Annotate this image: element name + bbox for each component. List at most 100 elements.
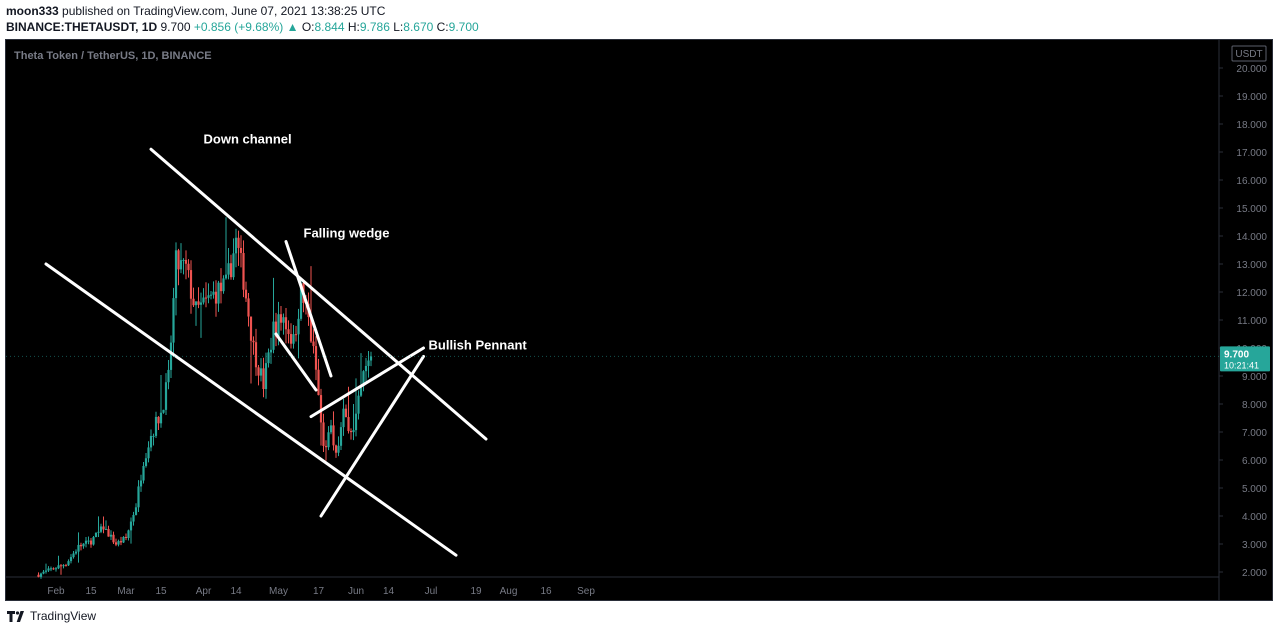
candle-body xyxy=(59,565,63,567)
price-tick-label: 8.000 xyxy=(1242,400,1267,411)
candle-body xyxy=(87,540,90,542)
time-tick-label: 15 xyxy=(85,586,97,597)
candle-body xyxy=(217,282,220,304)
candle-body xyxy=(214,291,218,304)
candle-body xyxy=(104,528,108,530)
published-text: published on TradingView.com, June 07, 2… xyxy=(62,4,386,18)
candle-body xyxy=(312,341,315,347)
annotation-label: Falling wedge xyxy=(304,225,390,240)
candle-body xyxy=(44,570,48,572)
candle-body xyxy=(284,317,288,330)
last-price-value: 9.700 xyxy=(1224,349,1249,360)
price-tick-label: 5.000 xyxy=(1242,484,1267,495)
close-value: 9.700 xyxy=(448,20,479,34)
candle-body xyxy=(152,435,155,437)
chart-panel[interactable]: Theta Token / TetherUS, 1D, BINANCE 2.000… xyxy=(5,39,1273,601)
candle-body xyxy=(277,314,280,337)
candle-body xyxy=(207,295,210,298)
candle-body xyxy=(172,298,175,343)
candle-body xyxy=(237,237,240,248)
candle-body xyxy=(117,541,120,545)
candle-body xyxy=(39,573,43,577)
candle-body xyxy=(339,427,343,446)
price-tick-label: 3.000 xyxy=(1242,540,1267,551)
close-label: C: xyxy=(436,20,449,34)
price-tick-label: 7.000 xyxy=(1242,428,1267,439)
candle-body xyxy=(282,317,285,323)
candle-body xyxy=(342,408,345,428)
candle-body xyxy=(212,291,215,295)
candle-body xyxy=(114,542,118,545)
candle-body xyxy=(252,340,255,343)
candle-body xyxy=(189,270,193,299)
candle-body xyxy=(99,526,103,532)
price-tick-label: 4.000 xyxy=(1242,512,1267,523)
price-tick-label: 14.000 xyxy=(1236,232,1267,243)
trendline-down-channel-upper xyxy=(149,147,488,441)
candle-body xyxy=(329,425,333,433)
brand-label[interactable]: TradingView xyxy=(30,609,97,623)
trendline-pennant-upper xyxy=(309,346,425,419)
candle-body xyxy=(57,565,60,569)
candle-body xyxy=(74,551,78,554)
candle-body xyxy=(364,365,368,372)
candle-body xyxy=(367,360,370,366)
annotation-label: Bullish Pennant xyxy=(429,337,528,352)
time-tick-label: 14 xyxy=(230,586,242,597)
candle-body xyxy=(297,318,300,335)
candle-body xyxy=(239,247,243,253)
candle-body xyxy=(127,530,130,539)
candle-body xyxy=(352,430,355,433)
candle-body xyxy=(349,431,353,433)
candle-body xyxy=(109,534,113,537)
candle-body xyxy=(294,334,298,336)
candle-body xyxy=(204,297,208,299)
time-tick-label: Apr xyxy=(196,586,212,597)
candle-body xyxy=(344,408,348,418)
price-tick-label: 6.000 xyxy=(1242,456,1267,467)
candle-body xyxy=(92,537,95,545)
candle-body xyxy=(97,531,100,533)
candle-body xyxy=(162,409,165,413)
candle-body xyxy=(42,571,45,574)
price-tick-label: 15.000 xyxy=(1236,204,1267,215)
candle-body xyxy=(199,302,203,305)
open-label: O: xyxy=(301,20,315,34)
chart-background xyxy=(6,40,1272,600)
candle-body xyxy=(159,412,163,424)
time-tick-label: Feb xyxy=(47,586,65,597)
candle-body xyxy=(327,432,330,448)
candle-body xyxy=(249,316,253,341)
candle-body xyxy=(174,250,178,299)
candle-body xyxy=(77,544,80,552)
time-tick-label: 16 xyxy=(540,586,552,597)
candle-body xyxy=(267,352,270,364)
symbol-label: BINANCE:THETAUSDT, 1D xyxy=(6,20,158,34)
candle-body xyxy=(94,532,98,538)
price-tick-label: 17.000 xyxy=(1236,148,1267,159)
candle-body xyxy=(164,382,168,410)
price-tick-label: 19.000 xyxy=(1236,92,1267,103)
candle-body xyxy=(369,356,373,361)
candle-body xyxy=(137,486,140,508)
price-chart[interactable]: Theta Token / TetherUS, 1D, BINANCE 2.000… xyxy=(6,40,1272,600)
price-change: +0.856 (+9.68%) xyxy=(193,20,284,34)
candle-body xyxy=(257,367,260,376)
author-name[interactable]: moon333 xyxy=(6,4,59,18)
candle-body xyxy=(112,534,115,543)
candle-body xyxy=(124,536,128,539)
footer: TradingView xyxy=(6,609,96,623)
candle-body xyxy=(79,544,83,547)
candle-body xyxy=(274,321,278,337)
candle-body xyxy=(347,417,350,432)
price-tick-label: 2.000 xyxy=(1242,568,1267,579)
candle-body xyxy=(259,368,263,376)
tradingview-logo-icon xyxy=(7,611,24,622)
candle-body xyxy=(67,561,70,566)
candle-body xyxy=(54,568,58,570)
time-tick-label: Jun xyxy=(348,586,364,597)
candle-body xyxy=(222,278,225,292)
candle-body xyxy=(324,445,328,448)
candle-body xyxy=(64,565,68,567)
time-tick-label: May xyxy=(269,586,288,597)
